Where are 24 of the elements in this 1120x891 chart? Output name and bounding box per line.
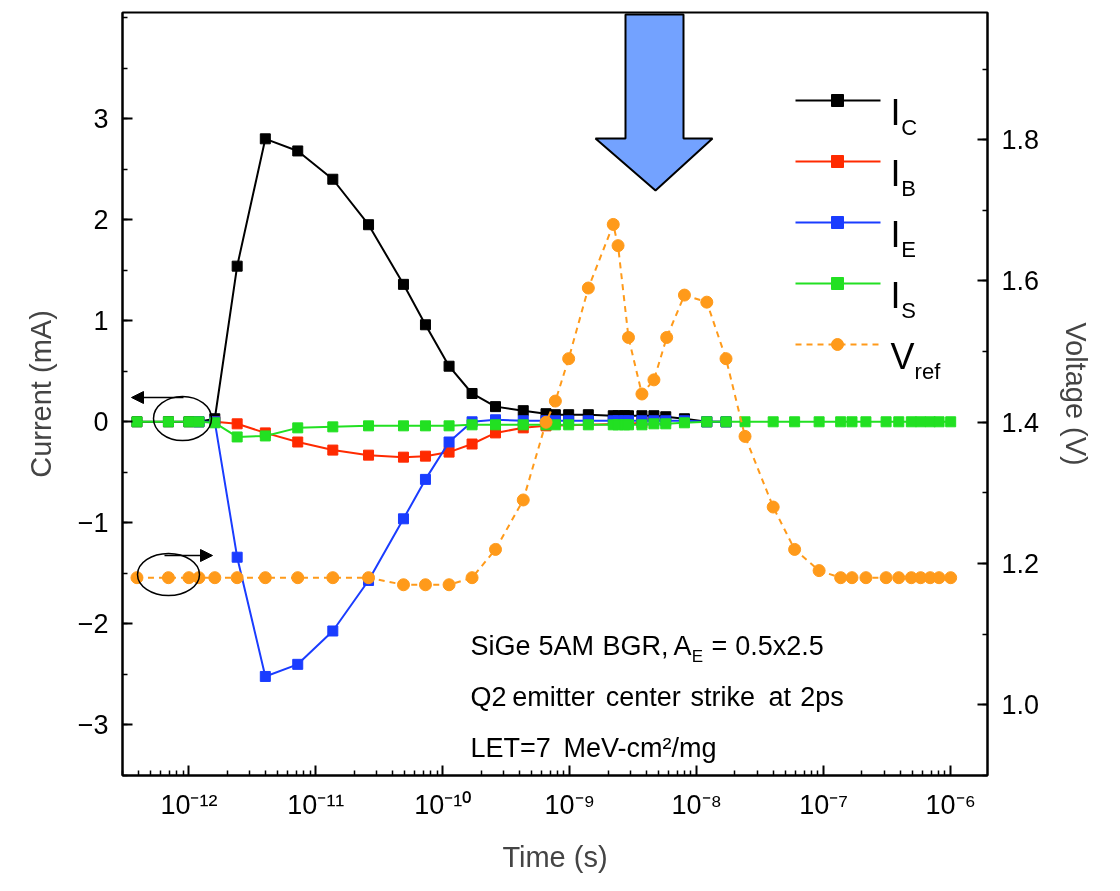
y-tick-label: 0 — [93, 407, 109, 438]
x-tick-label: 10⁻¹⁰ — [414, 789, 472, 820]
y-tick-label: −3 — [77, 710, 109, 741]
x-axis-title: Time (s) — [502, 840, 608, 873]
y-tick-label: −2 — [77, 609, 109, 640]
y2-tick-label: 1.8 — [1001, 125, 1040, 156]
annotation: Q2 emitter center strike at 2ps — [470, 681, 844, 712]
y-tick-label: 3 — [93, 104, 109, 135]
y2-tick-label: 1.2 — [1001, 549, 1040, 580]
x-tick-label: 10⁻⁸ — [671, 789, 722, 820]
x-tick-label: 10⁻⁹ — [544, 789, 596, 820]
y-tick-label: 1 — [93, 306, 109, 337]
y-axis-title: Current (mA) — [24, 310, 57, 478]
y-tick-label: −1 — [77, 508, 109, 539]
x-tick-label: 10⁻¹² — [160, 789, 218, 820]
y2-tick-label: 1.0 — [1001, 690, 1040, 721]
x-tick-label: 10⁻⁶ — [925, 789, 976, 820]
y2-tick-label: 1.4 — [1001, 407, 1040, 438]
y2-tick-label: 1.6 — [1001, 266, 1040, 297]
x-tick-label: 10⁻¹¹ — [287, 789, 345, 820]
y2-axis-title: Voltage (V) — [1060, 322, 1093, 466]
annotation: LET=7 MeV-cm²/mg — [470, 732, 717, 763]
y-tick-label: 2 — [93, 205, 109, 236]
x-tick-label: 10⁻⁷ — [799, 789, 849, 820]
